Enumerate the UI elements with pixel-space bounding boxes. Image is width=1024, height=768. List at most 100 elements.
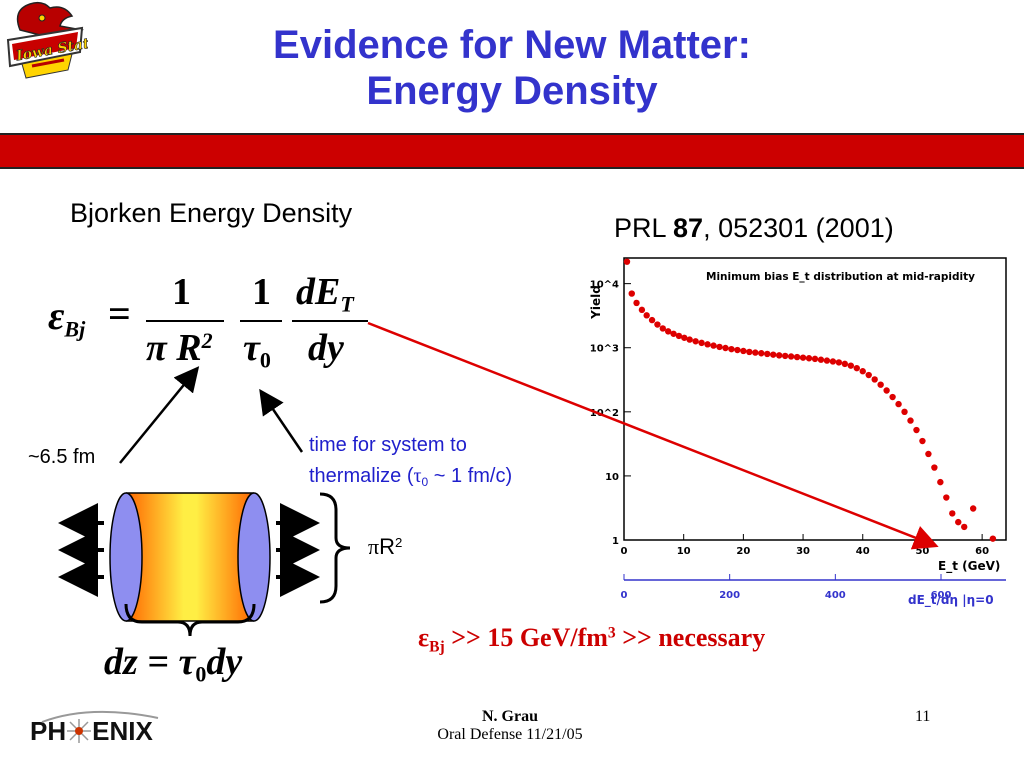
chart-x2label: dE_t/dη |η=0 [908,593,994,608]
phenix-logo: PH ENIX [30,716,153,746]
formula-equals: = [108,291,131,336]
chart-x2-ticks: 0 200 400 600 [621,574,952,601]
data-point [989,535,997,542]
data-point [681,334,688,341]
data-point [907,417,914,424]
area-label: πR2 [368,534,403,559]
x-tick-label: 20 [736,546,750,557]
x2-tick-label: 400 [825,590,846,601]
data-point [664,328,672,335]
data-point [628,290,635,297]
data-point [734,346,741,354]
radius-pointer-arrow [119,366,200,464]
energy-density-condition: εBj >> 15 GeV/fm3 >> necessary [418,623,766,656]
formula-num2: 1 [252,271,271,313]
title-divider-bar [0,133,1024,169]
data-point [692,338,699,345]
phenix-swoosh [41,710,159,723]
slide-title: Evidence for New Matter: Energy Density [0,22,1024,114]
expansion-arrows [58,503,320,597]
data-point [770,351,777,358]
data-point [969,505,977,512]
data-point [919,437,926,445]
x-tick-label: 50 [915,546,929,557]
formula-epsilon: εBj [48,293,86,342]
data-point [659,325,666,332]
data-point [710,342,717,349]
data-point [841,360,849,368]
dz-brace [124,603,256,637]
data-point [877,381,884,388]
data-point [829,358,837,365]
data-point [847,362,855,369]
data-point [925,450,932,458]
data-point [901,408,908,416]
y-tick-label: 1 [612,536,619,547]
data-point [793,353,801,361]
bjorken-heading: Bjorken Energy Density [70,198,353,228]
reference-suffix: , 052301 (2001) [703,213,894,243]
data-point [686,336,693,343]
x-tick-label: 0 [621,546,628,557]
data-point [623,258,631,265]
chart-ylabel: Yield [589,285,603,320]
formula-epsilon-sub: Bj [64,316,86,342]
fraction-bar-2 [240,320,282,322]
tau-pointer-arrow [259,388,304,453]
formula-den1: π R2 [146,327,213,369]
formula-num3: dET [296,271,354,317]
radius-annotation: ~6.5 fm [28,446,96,468]
data-point [805,355,813,362]
area-brace [319,492,351,604]
reference-citation: PRL 87, 052301 (2001) [614,213,894,244]
data-point [716,343,723,351]
data-point [913,426,920,434]
title-line-1: Evidence for New Matter: [273,23,751,67]
footer-author-block: N. Grau Oral Defense 11/21/05 [420,708,600,744]
data-point [670,330,677,337]
x2-tick-label: 0 [621,590,628,601]
data-point [859,368,866,375]
chart-ticks: 0 10 20 30 40 50 60 1 10 10^2 10^3 10^4 [590,280,989,557]
formula-den3: dy [308,327,344,369]
thermalization-line-2: thermalize (τ0 ~ 1 fm/c) [309,465,513,490]
footer-author: N. Grau [482,708,538,725]
data-point [698,339,705,347]
x2-tick-label: 600 [931,590,952,601]
data-point [633,299,640,307]
cylinder-body [126,493,254,621]
data-point [758,350,765,357]
data-point [799,354,807,361]
x-tick-label: 10 [677,546,691,557]
title-line-2: Energy Density [366,69,658,113]
x2-tick-label: 200 [719,590,740,601]
cylinder-left-cap [109,492,143,622]
data-point [752,349,759,356]
thermalization-annotation: time for system to thermalize (τ0 ~ 1 fm… [309,430,512,498]
fraction-bar-3 [292,320,368,322]
x-tick-label: 60 [975,546,989,557]
chart-points [623,258,997,542]
data-point [889,393,896,401]
data-point [865,371,872,379]
fraction-bar-1 [146,320,224,322]
reference-volume: 87 [673,213,704,243]
chart-title: Minimum bias E_t distribution at mid-rap… [706,271,975,283]
x-tick-label: 30 [796,546,810,557]
data-point [895,400,902,408]
data-point [740,347,747,355]
data-point [811,355,819,363]
y-tick-label: 10 [605,472,619,483]
dz-formula: dz = τ0dy [104,641,243,687]
collision-cylinder-diagram [58,366,351,637]
page-number: 11 [915,708,931,725]
data-point [787,353,795,360]
data-point [675,332,683,340]
data-point [728,345,735,353]
data-point [643,312,650,319]
data-point [937,478,944,486]
data-point [949,510,956,517]
et-distribution-chart: Yield Minimum bias E_t distribution at m… [589,257,1007,608]
chart-frame [623,257,1007,541]
data-point [746,348,753,356]
